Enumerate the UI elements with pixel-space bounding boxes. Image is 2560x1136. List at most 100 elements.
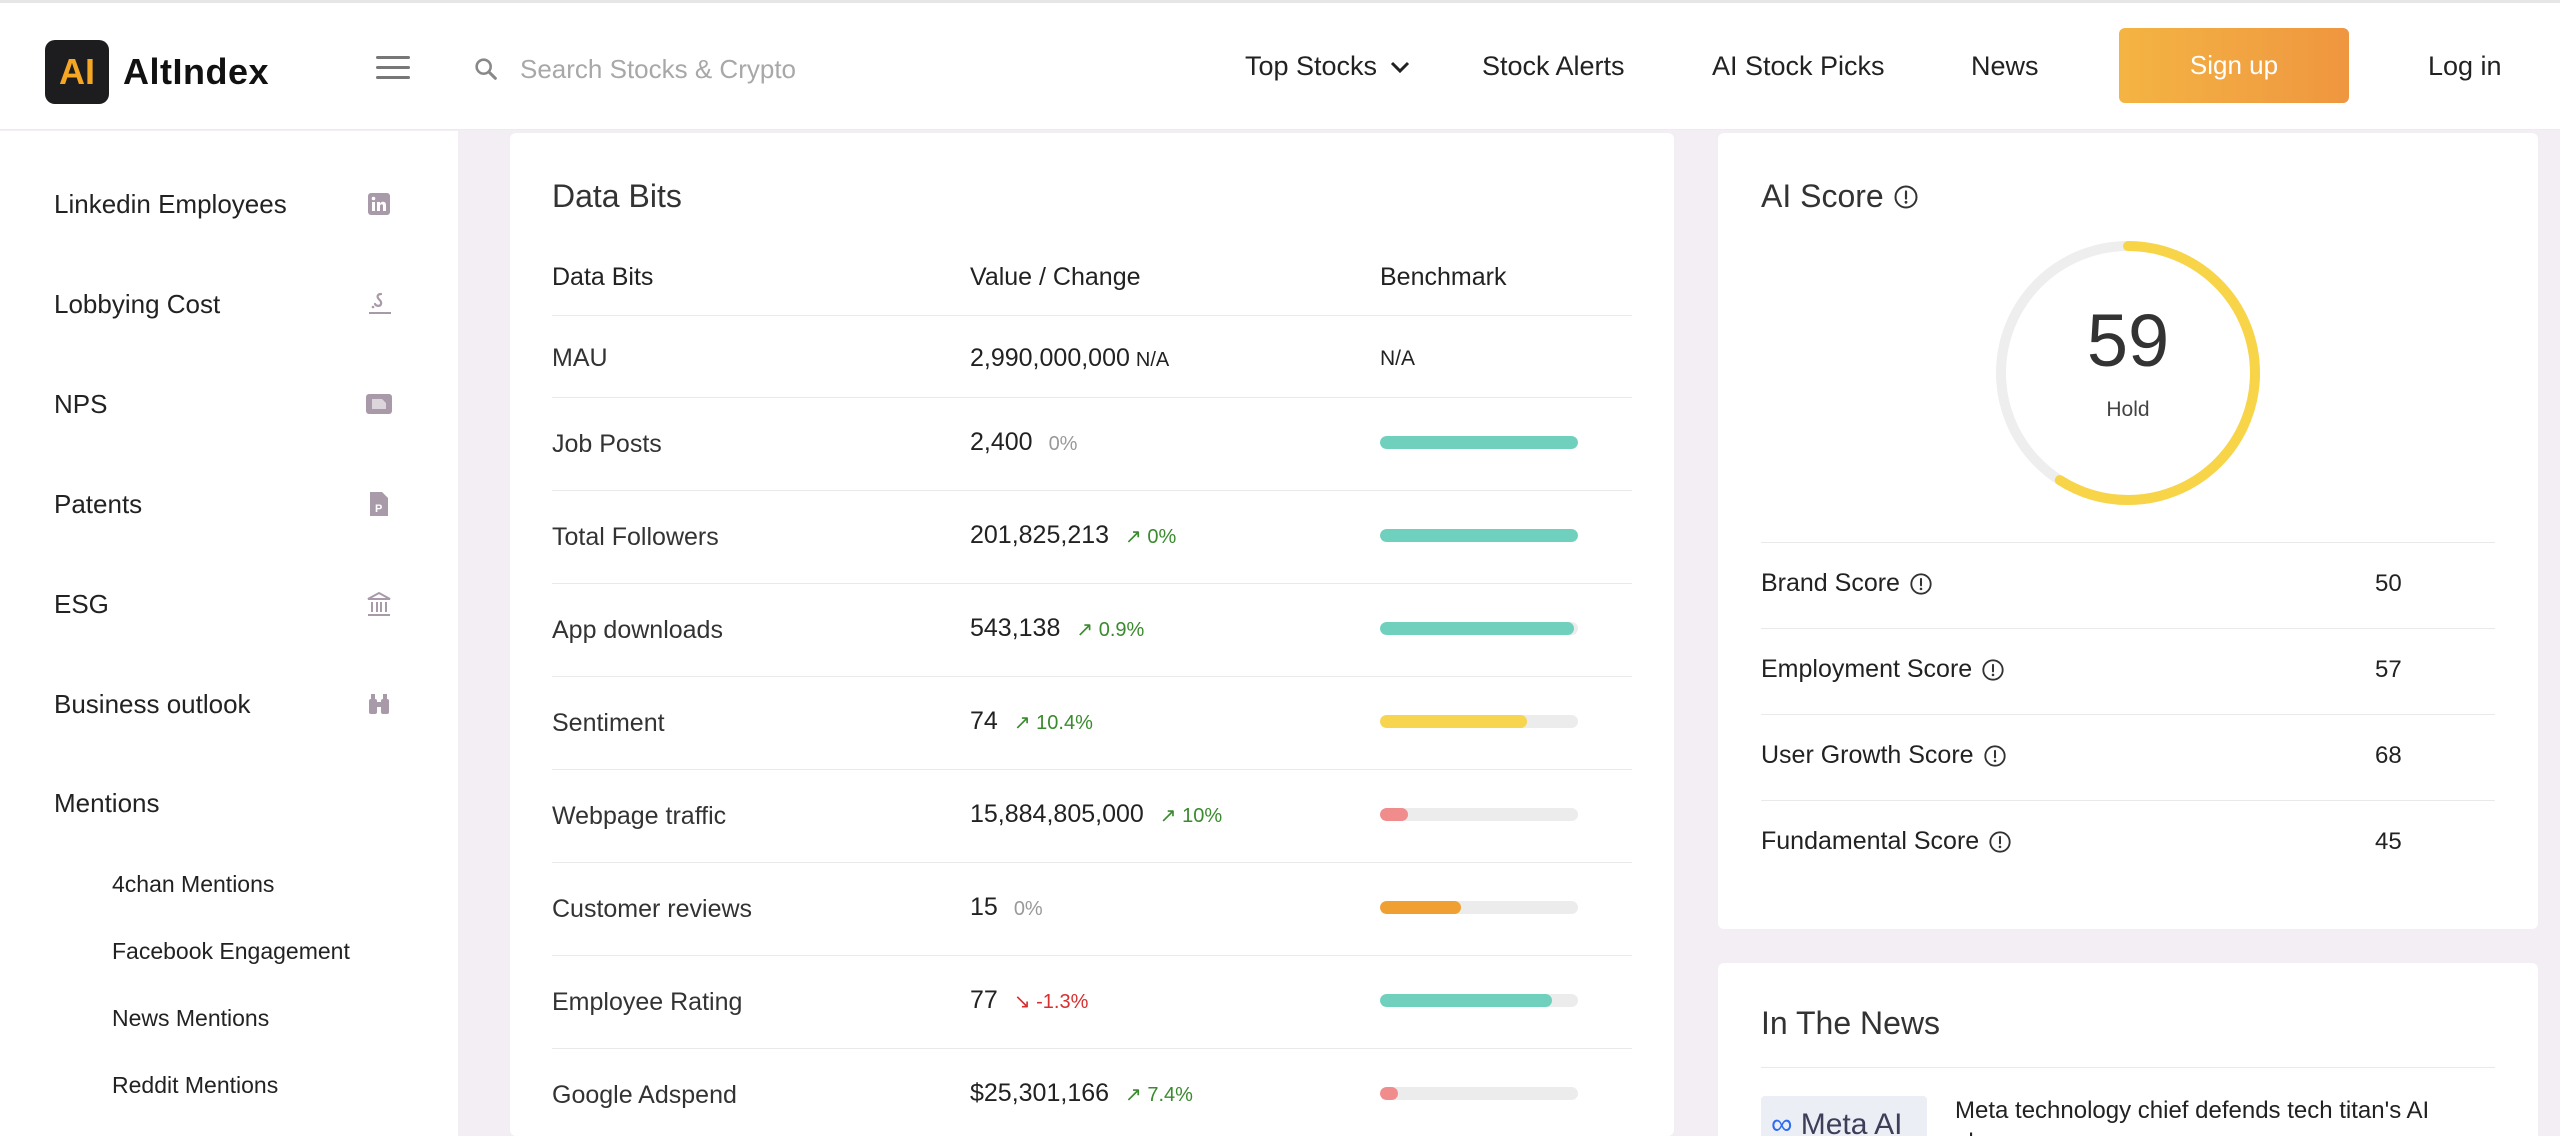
score-value: 50 xyxy=(2375,570,2402,597)
sidebar-subitem-news-mentions[interactable]: News Mentions xyxy=(112,1005,270,1031)
top-header: AI AltIndex Top Stocks Stock Alerts AI S… xyxy=(0,0,2560,130)
trend-up-icon: ↗ xyxy=(1125,1084,1148,1106)
ai-score-gauge: 59 Hold xyxy=(1993,238,2263,508)
row-value: 2,400 0% xyxy=(970,428,1078,456)
trend-down-icon: ↘ xyxy=(1013,991,1037,1013)
benchmark-bar-fill xyxy=(1380,1087,1398,1100)
nav-news[interactable]: News xyxy=(1971,51,2039,81)
trend-up-icon: ↗ xyxy=(1125,526,1148,548)
search-icon xyxy=(475,58,497,80)
nav-top-stocks[interactable]: Top Stocks xyxy=(1245,51,1411,82)
patent-icon: P xyxy=(364,489,394,519)
score-row-user-growth: User Growth Score 68 xyxy=(1761,714,2495,800)
info-icon[interactable] xyxy=(1909,572,1933,596)
search-input[interactable] xyxy=(520,45,1120,93)
score-row-employment: Employment Score 57 xyxy=(1761,628,2495,714)
row-value: 543,138 ↗ 0.9% xyxy=(970,614,1145,642)
trend-up-icon: ↗ xyxy=(1159,805,1183,827)
sidebar-item-label: NPS xyxy=(54,388,108,419)
row-label: Employee Rating xyxy=(552,988,743,1016)
benchmark-bar xyxy=(1380,994,1578,1007)
ai-score-value: 59 xyxy=(2086,299,2170,382)
news-thumbnail[interactable]: ∞ Meta AI xyxy=(1761,1096,1927,1136)
logo-text: AltIndex xyxy=(123,51,270,92)
table-row: Webpage traffic 15,884,805,000 ↗ 10% xyxy=(552,769,1632,862)
benchmark-bar xyxy=(1380,901,1578,914)
news-title: In The News xyxy=(1761,1005,1941,1041)
trend-up-icon: ↗ xyxy=(1076,619,1099,641)
benchmark-bar-fill xyxy=(1380,436,1578,449)
benchmark-bar xyxy=(1380,808,1578,821)
linkedin-icon xyxy=(364,189,394,219)
svg-text:P: P xyxy=(375,503,382,515)
score-label: User Growth Score xyxy=(1761,741,2007,770)
ai-score-title: AI Score xyxy=(1761,178,1884,214)
score-value: 45 xyxy=(2375,828,2402,855)
logo-mark: AI xyxy=(45,40,109,104)
row-value: 77 ↘ -1.3% xyxy=(970,986,1089,1014)
sidebar-item-mentions[interactable]: Mentions xyxy=(54,788,160,818)
row-label: Google Adspend xyxy=(552,1081,737,1109)
sidebar-item-business-outlook[interactable]: Business outlook xyxy=(54,679,394,729)
score-label: Fundamental Score xyxy=(1761,827,2012,856)
row-value: 15,884,805,000 ↗ 10% xyxy=(970,800,1223,828)
signup-button[interactable]: Sign up xyxy=(2119,28,2349,103)
nav-top-stocks-label: Top Stocks xyxy=(1245,51,1378,81)
row-label: Sentiment xyxy=(552,709,665,737)
table-row: Google Adspend $25,301,166 ↗ 7.4% xyxy=(552,1048,1632,1136)
row-value: 2,990,000,000 N/A xyxy=(970,344,1170,372)
benchmark-bar xyxy=(1380,529,1578,542)
benchmark-bar xyxy=(1380,622,1578,635)
change-text: ↗ 0% xyxy=(1125,526,1177,548)
info-icon[interactable] xyxy=(1988,830,2012,854)
altindex-logo[interactable]: AI AltIndex xyxy=(45,40,269,104)
change-text: ↗ 0.9% xyxy=(1076,619,1145,641)
sidebar-item-patents[interactable]: Patents P xyxy=(54,479,394,529)
binoculars-icon xyxy=(364,689,394,719)
gauge-progress-arc xyxy=(1996,241,2260,505)
row-label: Total Followers xyxy=(552,523,719,551)
row-label: MAU xyxy=(552,344,608,372)
change-text: ↘ -1.3% xyxy=(1013,991,1089,1013)
score-value: 57 xyxy=(2375,656,2402,683)
info-icon[interactable] xyxy=(1983,744,2007,768)
trend-up-icon: ↗ xyxy=(1013,712,1037,734)
data-bits-card: Data Bits Data Bits Value / Change Bench… xyxy=(510,133,1674,1136)
sidebar-item-nps[interactable]: NPS xyxy=(54,379,394,429)
sidebar-item-label: ESG xyxy=(54,588,109,619)
sidebar-subitem-4chan-mentions[interactable]: 4chan Mentions xyxy=(112,871,275,897)
news-headline[interactable]: Meta technology chief defends tech titan… xyxy=(1955,1097,2430,1136)
gauge-ring xyxy=(1996,241,2260,505)
sidebar-item-lobbying-cost[interactable]: Lobbying Cost xyxy=(54,279,394,329)
nps-icon xyxy=(364,389,394,419)
change-text: ↗ 10.4% xyxy=(1013,712,1093,734)
row-label: App downloads xyxy=(552,616,723,644)
score-label: Brand Score xyxy=(1761,569,1933,598)
column-header-data-bits: Data Bits xyxy=(552,263,654,291)
column-header-value-change: Value / Change xyxy=(970,263,1141,291)
hamburger-menu-icon[interactable] xyxy=(376,56,410,82)
benchmark-bar xyxy=(1380,715,1578,728)
ai-score-card: AI Score 59 Hold Brand Score 50 Employme… xyxy=(1718,133,2538,929)
sidebar: Linkedin Employees Lobbying Cost NPS Pat… xyxy=(0,131,458,1136)
sidebar-subitem-facebook-engagement[interactable]: Facebook Engagement xyxy=(112,938,350,964)
benchmark-bar-fill xyxy=(1380,529,1578,542)
row-label: Webpage traffic xyxy=(552,802,727,830)
sidebar-item-label: Lobbying Cost xyxy=(54,288,221,319)
nav-stock-alerts[interactable]: Stock Alerts xyxy=(1482,51,1625,81)
in-the-news-card: In The News ∞ Meta AI Meta technology ch… xyxy=(1718,963,2538,1136)
chevron-down-icon xyxy=(1391,61,1410,73)
nav-ai-stock-picks[interactable]: AI Stock Picks xyxy=(1712,51,1885,81)
sidebar-item-linkedin-employees[interactable]: Linkedin Employees xyxy=(54,179,394,229)
benchmark-bar-fill xyxy=(1380,715,1527,728)
sidebar-subitem-reddit-mentions[interactable]: Reddit Mentions xyxy=(112,1072,279,1098)
benchmark-text: N/A xyxy=(1380,347,1416,370)
info-icon[interactable] xyxy=(1981,658,2005,682)
row-value: 201,825,213 ↗ 0% xyxy=(970,521,1177,549)
login-link[interactable]: Log in xyxy=(2428,51,2502,81)
table-row: Total Followers 201,825,213 ↗ 0% xyxy=(552,490,1632,583)
info-icon[interactable] xyxy=(1893,184,1919,210)
benchmark-bar xyxy=(1380,1087,1578,1100)
sidebar-item-label: Business outlook xyxy=(54,688,251,719)
sidebar-item-esg[interactable]: ESG xyxy=(54,579,394,629)
